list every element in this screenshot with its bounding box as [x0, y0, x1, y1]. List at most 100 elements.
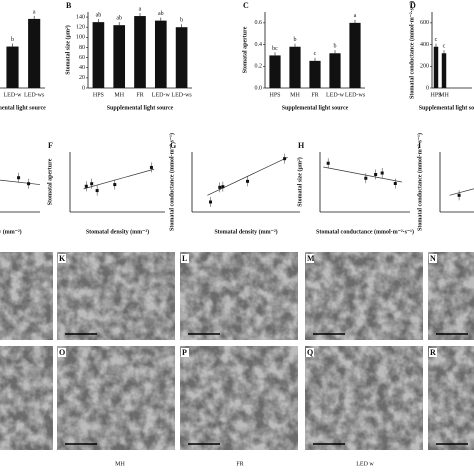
x-tick-label: HPS [93, 92, 104, 98]
sem-image [428, 346, 474, 450]
x-axis-label: Stomatal conductance (mmol·m⁻²·s⁻¹) [316, 228, 414, 235]
significance-letter: b [294, 37, 297, 43]
panel-label: M [307, 254, 315, 263]
x-axis-label: Stomatal density (mm⁻²) [214, 228, 277, 235]
point [113, 183, 117, 187]
point [27, 182, 31, 186]
panel-label: L [182, 254, 187, 263]
x-tick-label: MH [439, 92, 449, 98]
panel-label: G [170, 141, 176, 150]
panel-label-bg [429, 348, 437, 357]
y-tick-label: 20 [79, 75, 85, 81]
sem-image [0, 346, 53, 450]
bar [154, 20, 167, 88]
y-tick-label: 0.0 [255, 85, 263, 91]
panel-label-bg [306, 348, 314, 357]
panel-label: C [243, 1, 249, 10]
point [209, 200, 213, 204]
significance-letter: a [354, 13, 357, 19]
x-axis-label: Supplemental light source [0, 105, 46, 111]
panel-label: I [418, 141, 421, 150]
panel-label: D [410, 1, 416, 10]
significance-letter: a [139, 6, 142, 12]
significance-letter: ab [116, 16, 122, 22]
bar [134, 16, 146, 89]
y-tick-label: 0.2 [255, 64, 263, 70]
y-tick-label: 140 [76, 14, 85, 20]
bar [28, 18, 41, 89]
point [90, 182, 94, 186]
panel-label: R [430, 348, 436, 357]
panel-label-bg [181, 254, 189, 263]
point [380, 171, 384, 175]
panel-label: Q [307, 348, 313, 357]
panel-label: N [430, 254, 436, 263]
panel-label: O [59, 348, 65, 357]
bar [6, 46, 19, 88]
x-tick-label: FR [311, 92, 318, 98]
significance-letter: b [180, 18, 183, 24]
panel-label: B [66, 1, 72, 10]
bar [175, 27, 188, 88]
significance-letter: b [11, 37, 14, 43]
point [17, 176, 21, 180]
significance-letter: bc [272, 46, 278, 52]
x-axis-label: Supplemental light source [419, 105, 474, 111]
x-tick-label: MH [290, 92, 300, 98]
y-tick-label: 120 [76, 25, 85, 31]
significance-letter: c [443, 44, 446, 50]
panel-label: F [48, 141, 53, 150]
sem-image [428, 252, 474, 340]
y-axis-label: Stomatal size (μm²) [64, 25, 71, 75]
point [221, 185, 225, 189]
y-tick-label: 40 [79, 65, 85, 71]
bar [92, 22, 105, 89]
y-tick-label: 0 [82, 85, 85, 91]
y-axis-label: Stomatal aperture [47, 158, 53, 205]
point [457, 193, 461, 197]
significance-letter: c [435, 37, 438, 43]
significance-letter: c [314, 51, 317, 57]
bar [289, 46, 301, 88]
point [393, 182, 397, 185]
trend-line [83, 168, 155, 190]
x-tick-label: LED-w [326, 92, 345, 98]
y-tick-label: 600 [420, 20, 429, 26]
x-tick-label: LED-ws [24, 92, 45, 98]
x-axis-label: Supplemental light source [107, 105, 174, 111]
y-axis-label: Stomatal conductance (mmol·m⁻²·s⁻¹) [408, 1, 415, 99]
sem-image [57, 346, 175, 450]
panel-label-bg [181, 348, 189, 357]
point [149, 165, 153, 169]
panel-label-bg [58, 348, 66, 357]
sem-image [180, 252, 298, 340]
trend-line [0, 179, 41, 185]
x-tick-label: LED-w [152, 92, 171, 98]
y-axis-label: Stomatal conductance (mmol·m⁻²·s⁻¹) [168, 133, 175, 231]
sem-image [0, 252, 53, 340]
sem-image [305, 346, 423, 450]
x-axis-label: Supplemental light source [282, 105, 349, 111]
y-tick-label: 0.6 [255, 20, 263, 26]
panel-label: P [182, 348, 187, 357]
x-tick-label: MH [114, 92, 124, 98]
x-tick-label: LED-ws [171, 92, 192, 98]
point [246, 179, 250, 183]
significance-letter: ab [158, 11, 164, 17]
x-tick-label: LED-w [4, 92, 23, 98]
point [84, 184, 88, 188]
y-tick-label: 0.4 [255, 42, 263, 48]
panel-label-bg [58, 254, 66, 263]
y-tick-label: 0 [426, 85, 429, 91]
x-axis-label: Stomatal density (mm⁻²) [0, 228, 22, 235]
panel-label: H [298, 141, 305, 150]
point [218, 185, 222, 189]
column-label: LED w [356, 461, 374, 467]
column-label: MH [115, 461, 125, 467]
bar [441, 53, 447, 88]
point [326, 161, 330, 165]
bar [309, 60, 321, 88]
x-tick-label: LED-ws [345, 92, 366, 98]
bar [349, 22, 361, 88]
point [283, 157, 287, 161]
